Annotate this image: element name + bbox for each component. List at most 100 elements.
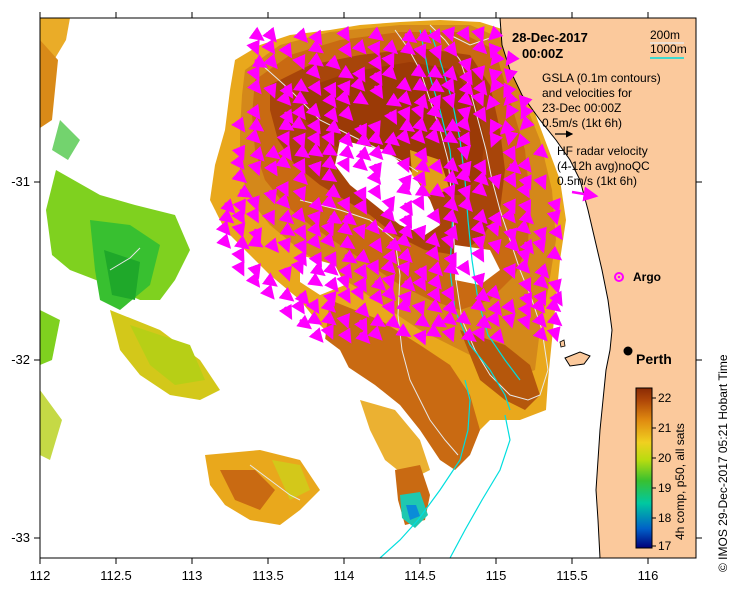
velocity-arrow [352, 90, 369, 105]
velocity-arrow [400, 276, 416, 292]
velocity-arrow [325, 183, 342, 199]
velocity-arrow [350, 284, 364, 301]
velocity-arrow [231, 222, 246, 239]
velocity-arrow [325, 54, 341, 70]
velocity-arrow [427, 28, 442, 45]
velocity-arrow [381, 285, 397, 302]
velocity-arrow [426, 103, 442, 119]
velocity-arrow [278, 303, 293, 321]
gsla-legend-scale: 0.5m/s (1kt 6h) [542, 116, 622, 130]
velocity-arrow [485, 284, 501, 301]
plot-frame [39, 17, 697, 559]
velocity-arrow [441, 92, 456, 109]
velocity-arrow [380, 206, 395, 222]
velocity-arrow [290, 258, 304, 275]
velocity-arrow [380, 258, 396, 275]
velocity-arrow [548, 224, 563, 241]
velocity-arrow [308, 196, 324, 213]
velocity-arrow [489, 77, 505, 93]
colorbar-tick: 21 [658, 421, 672, 435]
velocity-arrow [368, 55, 382, 72]
velocity-arrow [248, 117, 265, 132]
x-axis: 112 112.5 113 113.5 114 114.5 115 115.5 … [30, 12, 658, 583]
velocity-arrow [399, 40, 416, 56]
velocity-arrow [353, 198, 368, 215]
velocity-arrow [411, 300, 426, 317]
velocity-arrow [471, 181, 488, 197]
velocity-arrow [396, 156, 410, 173]
velocity-arrow [366, 169, 382, 185]
velocity-arrow [426, 208, 441, 225]
velocity-arrow [290, 298, 305, 315]
velocity-arrow [457, 196, 473, 213]
velocity-arrow [365, 219, 381, 235]
velocity-arrow [490, 50, 505, 66]
velocity-arrow [248, 26, 265, 42]
velocity-arrow [383, 108, 398, 126]
velocity-arrow [368, 26, 384, 41]
velocity-arrow [231, 260, 245, 277]
velocity-arrow [216, 233, 232, 249]
velocity-arrow [424, 127, 440, 144]
map-date: 28-Dec-2017 [512, 30, 588, 45]
velocity-arrow [519, 238, 534, 255]
colorbar-tick: 20 [658, 451, 672, 465]
velocity-arrow [305, 102, 321, 119]
velocity-arrow [368, 289, 384, 306]
velocity-arrow [341, 210, 357, 226]
velocity-arrow [321, 155, 338, 170]
velocity-arrow [488, 210, 502, 227]
velocity-arrow [486, 220, 500, 237]
velocity-arrow [505, 103, 520, 120]
velocity-arrow [336, 273, 350, 290]
velocity-arrow [245, 207, 259, 224]
velocity-arrow [399, 199, 413, 216]
velocity-arrow [366, 40, 381, 57]
velocity-arrow [323, 106, 339, 123]
velocity-arrow [455, 167, 471, 183]
perth-label: Perth [636, 351, 672, 367]
velocity-arrow [246, 65, 260, 82]
velocity-arrow [458, 57, 472, 74]
radar-legend-line: HF radar velocity [557, 144, 648, 158]
velocity-arrow [485, 94, 501, 111]
velocity-arrow [443, 260, 460, 275]
velocity-arrow [367, 183, 382, 200]
velocity-arrow [546, 326, 561, 343]
velocity-arrow [456, 144, 472, 161]
velocity-arrow [471, 25, 485, 43]
velocity-arrow [502, 145, 516, 162]
velocity-arrow [231, 168, 248, 184]
velocity-arrow [396, 76, 412, 92]
velocity-arrow [263, 53, 278, 70]
velocity-arrow [307, 142, 324, 157]
velocity-arrow [325, 119, 342, 134]
radar-legend: HF radar velocity (4-12h avg)noQC 0.5m/s… [557, 144, 650, 202]
velocity-arrow [290, 207, 306, 223]
velocity-arrow [441, 26, 455, 43]
velocity-arrow [218, 208, 235, 224]
velocity-arrow [354, 302, 370, 318]
velocity-arrow [515, 219, 532, 235]
velocity-arrow [306, 233, 321, 250]
velocity-arrow [294, 143, 311, 159]
velocity-arrow [321, 193, 337, 209]
velocity-arrow [231, 247, 245, 264]
velocity-arrow [397, 247, 413, 264]
velocity-arrow [395, 128, 411, 145]
velocity-arrow [321, 142, 338, 156]
velocity-arrow [487, 25, 504, 41]
velocity-arrow [337, 287, 351, 304]
velocity-arrow [247, 160, 262, 177]
velocity-arrow [440, 285, 455, 302]
velocity-arrow [247, 78, 262, 95]
velocity-arrow [337, 327, 352, 344]
colorbar-title: 4h comp, p50, all sats [673, 423, 687, 540]
velocity-arrow [320, 232, 335, 248]
colorbar: 22 21 20 19 18 17 4h comp, p50, all sats [635, 387, 687, 553]
velocity-arrow [410, 103, 425, 120]
velocity-arrow [381, 220, 398, 235]
argo-marker: Argo [614, 270, 661, 284]
velocity-arrow [322, 92, 337, 108]
x-tick-label: 113.5 [252, 568, 284, 583]
